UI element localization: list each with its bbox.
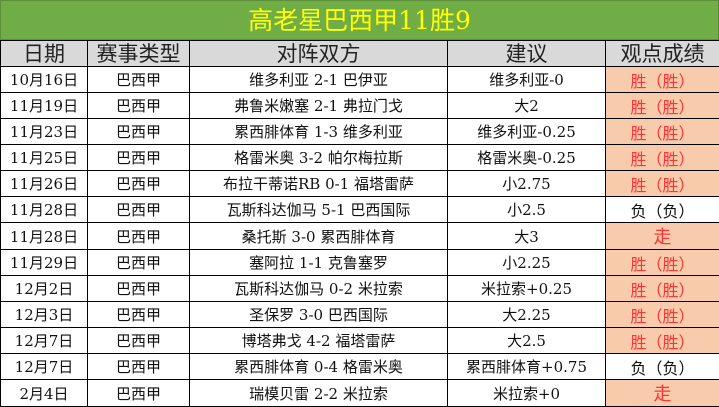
result-cell[interactable]: 负（负） <box>606 354 719 380</box>
results-table: 日期 赛事类型 对阵双方 建议 观点成绩 10月16日巴西甲维多利亚 2-1 巴… <box>0 40 719 407</box>
header-tip: 建议 <box>448 41 606 67</box>
type-cell[interactable]: 巴西甲 <box>88 328 190 354</box>
tip-cell[interactable]: 累西腓体育+0.75 <box>448 354 606 380</box>
date-cell[interactable]: 12月2日 <box>1 276 88 302</box>
date-cell[interactable]: 11月28日 <box>1 197 88 223</box>
match-cell[interactable]: 格雷米奥 3-2 帕尔梅拉斯 <box>190 145 448 171</box>
header-result: 观点成绩 <box>606 41 719 67</box>
match-cell[interactable]: 弗鲁米嫩塞 2-1 弗拉门戈 <box>190 93 448 119</box>
tip-cell[interactable]: 格雷米奥-0.25 <box>448 145 606 171</box>
type-cell[interactable]: 巴西甲 <box>88 197 190 223</box>
type-cell[interactable]: 巴西甲 <box>88 223 190 250</box>
match-cell[interactable]: 累西腓体育 0-4 格雷米奥 <box>190 354 448 380</box>
match-cell[interactable]: 瑞模贝雷 2-2 米拉索 <box>190 380 448 407</box>
header-row: 日期 赛事类型 对阵双方 建议 观点成绩 <box>1 41 719 67</box>
match-cell[interactable]: 布拉干蒂诺RB 0-1 福塔雷萨 <box>190 171 448 197</box>
date-cell[interactable]: 12月7日 <box>1 354 88 380</box>
date-cell[interactable]: 12月3日 <box>1 302 88 328</box>
match-cell[interactable]: 瓦斯科达伽马 0-2 米拉索 <box>190 276 448 302</box>
result-cell[interactable]: 胜（胜） <box>606 119 719 145</box>
tip-cell[interactable]: 大2 <box>448 93 606 119</box>
type-cell[interactable]: 巴西甲 <box>88 276 190 302</box>
tip-cell[interactable]: 维多利亚-0.25 <box>448 119 606 145</box>
type-cell[interactable]: 巴西甲 <box>88 67 190 93</box>
tip-cell[interactable]: 大2.5 <box>448 328 606 354</box>
date-cell[interactable]: 12月7日 <box>1 328 88 354</box>
result-cell[interactable]: 胜（胜） <box>606 276 719 302</box>
header-type: 赛事类型 <box>88 41 190 67</box>
header-match: 对阵双方 <box>190 41 448 67</box>
date-cell[interactable]: 2月4日 <box>1 380 88 407</box>
type-cell[interactable]: 巴西甲 <box>88 380 190 407</box>
result-cell[interactable]: 走 <box>606 380 719 407</box>
result-cell[interactable]: 胜（胜） <box>606 171 719 197</box>
date-cell[interactable]: 11月25日 <box>1 145 88 171</box>
match-cell[interactable]: 博塔弗戈 4-2 福塔雷萨 <box>190 328 448 354</box>
date-cell[interactable]: 11月29日 <box>1 250 88 276</box>
type-cell[interactable]: 巴西甲 <box>88 171 190 197</box>
tip-cell[interactable]: 大2.25 <box>448 302 606 328</box>
result-cell[interactable]: 胜（胜） <box>606 67 719 93</box>
type-cell[interactable]: 巴西甲 <box>88 119 190 145</box>
type-cell[interactable]: 巴西甲 <box>88 250 190 276</box>
date-cell[interactable]: 11月19日 <box>1 93 88 119</box>
tip-cell[interactable]: 维多利亚-0 <box>448 67 606 93</box>
result-cell[interactable]: 胜（胜） <box>606 93 719 119</box>
match-cell[interactable]: 维多利亚 2-1 巴伊亚 <box>190 67 448 93</box>
type-cell[interactable]: 巴西甲 <box>88 145 190 171</box>
date-cell[interactable]: 10月16日 <box>1 67 88 93</box>
header-date: 日期 <box>1 41 88 67</box>
result-cell[interactable]: 走 <box>606 223 719 250</box>
tip-cell[interactable]: 大3 <box>448 223 606 250</box>
match-cell[interactable]: 桑托斯 3-0 累西腓体育 <box>190 223 448 250</box>
sheet-title: 高老星巴西甲11胜9 <box>0 0 719 40</box>
result-cell[interactable]: 胜（胜） <box>606 145 719 171</box>
type-cell[interactable]: 巴西甲 <box>88 93 190 119</box>
match-cell[interactable]: 瓦斯科达伽马 5-1 巴西国际 <box>190 197 448 223</box>
match-cell[interactable]: 累西腓体育 1-3 维多利亚 <box>190 119 448 145</box>
type-cell[interactable]: 巴西甲 <box>88 354 190 380</box>
type-cell[interactable]: 巴西甲 <box>88 302 190 328</box>
match-cell[interactable]: 塞阿拉 1-1 克鲁塞罗 <box>190 250 448 276</box>
match-cell[interactable]: 圣保罗 3-0 巴西国际 <box>190 302 448 328</box>
tip-cell[interactable]: 小2.75 <box>448 171 606 197</box>
tip-cell[interactable]: 小2.25 <box>448 250 606 276</box>
tip-cell[interactable]: 米拉索+0.25 <box>448 276 606 302</box>
tip-cell[interactable]: 小2.5 <box>448 197 606 223</box>
tip-cell[interactable]: 米拉索+0 <box>448 380 606 407</box>
result-cell[interactable]: 胜（胜） <box>606 328 719 354</box>
date-cell[interactable]: 11月26日 <box>1 171 88 197</box>
result-cell[interactable]: 负（负） <box>606 197 719 223</box>
result-cell[interactable]: 胜（胜） <box>606 250 719 276</box>
date-cell[interactable]: 11月28日 <box>1 223 88 250</box>
date-cell[interactable]: 11月23日 <box>1 119 88 145</box>
result-cell[interactable]: 胜（胜） <box>606 302 719 328</box>
